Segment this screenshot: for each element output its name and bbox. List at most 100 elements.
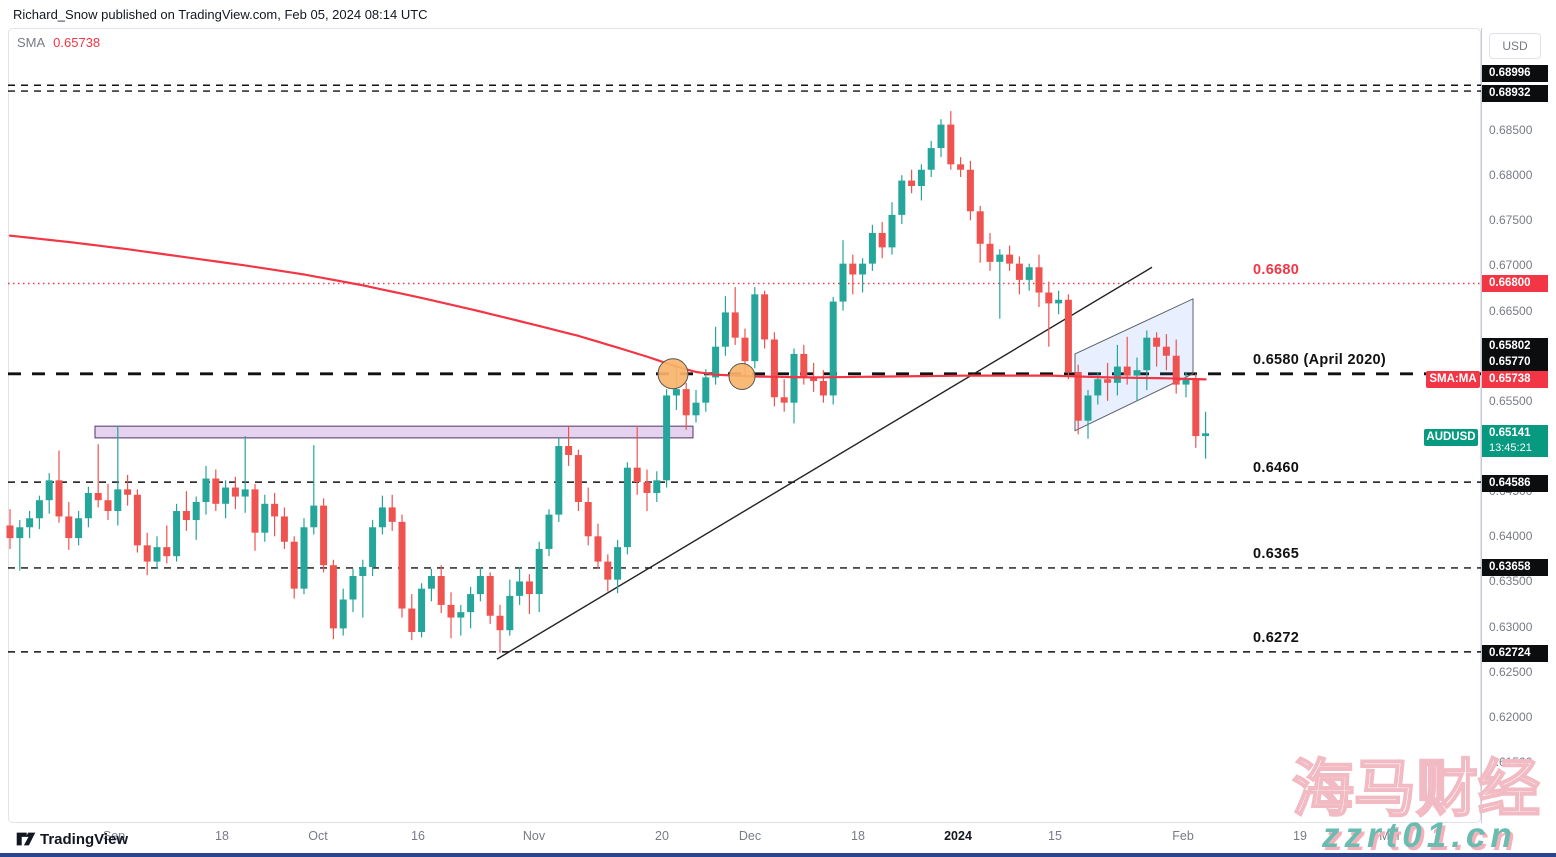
time-tick-Nov: Nov [522,829,546,843]
candle-body [153,547,161,562]
candle-body [731,312,739,338]
candle-body [937,124,945,149]
candle-body [290,541,298,589]
candle-body [241,489,249,497]
time-tick-Feb: Feb [1172,829,1194,843]
candle-body [437,576,445,605]
candle-body [712,346,720,378]
candle-body [55,480,63,517]
candle-body [986,243,994,262]
candle-body [1055,299,1063,304]
candle-body [770,339,778,398]
currency-toggle-button[interactable]: USD [1489,33,1541,59]
candle-body [202,478,210,502]
candle-body [574,455,582,502]
candle-body [349,576,357,600]
published-byline: Richard_Snow published on TradingView.co… [13,7,428,22]
candle-body [320,505,328,566]
candle-body [604,561,612,580]
sma-line [8,234,1207,381]
indicator-value: 0.65738 [53,35,101,50]
time-tick-Mar: Mar [1379,829,1401,843]
time-tick-Dec: Dec [738,829,762,843]
candle-body [251,489,259,533]
candle-body [800,353,808,378]
candle-body [104,500,112,512]
candle-body [45,480,53,501]
candle-body [388,507,396,522]
candle-body [545,514,553,549]
candle-body [682,389,690,416]
candle-body [133,494,141,546]
candle-body [359,566,367,577]
candle-body [1074,371,1082,421]
time-axis[interactable]: Sep 18 Oct 16 Nov 20 Dec 18 2024 15 Feb 19 Mar [0,823,1556,853]
candle-body [1143,337,1151,371]
candle-body [1113,366,1121,383]
time-tick-2024: 2024 [944,829,972,843]
candle-body [212,478,220,504]
candle-body [819,381,827,396]
candle-body [516,581,524,596]
candle-body [1035,267,1043,293]
candle-body [829,301,837,396]
time-tick-16: 16 [411,829,425,843]
candle-body [369,527,377,567]
candle-body [692,402,700,416]
candle-body [1202,433,1210,437]
candle-body [496,615,504,631]
watermark-site-url: zzrt01.cn [1322,816,1517,855]
time-tick-Oct: Oct [308,829,328,843]
candle-body [173,511,181,557]
candle-body [378,507,386,528]
candle-body [418,588,426,633]
candle-body [839,263,847,302]
candle-body [222,487,230,504]
candle-body [16,527,24,539]
candle-body [1192,379,1200,437]
candle-body [339,599,347,629]
candle-body [84,492,92,519]
candle-body [790,353,798,403]
candle-body [614,547,622,580]
candle-body [623,467,631,548]
candle-body [6,525,14,539]
candle-body [1182,379,1190,385]
candle-body [408,608,416,633]
highlight-circle [657,358,689,390]
candle-body [231,487,239,497]
candle-body [957,164,965,170]
candle-body [849,263,857,275]
candle-body [124,489,132,495]
candle-body [643,482,651,493]
candle-body [1094,379,1102,396]
candle-body [143,545,151,562]
candle-body [898,180,906,215]
candle-body [966,169,974,212]
candle-body [1045,292,1053,304]
indicator-legend[interactable]: SMA 0.65738 [17,35,100,50]
candle-body [868,232,876,264]
candle-body [1172,355,1180,385]
candle-body [1133,370,1141,376]
candle-body [1104,379,1112,383]
candle-body [917,169,925,186]
candle-body [114,489,122,512]
candle-body [1006,254,1014,264]
tradingview-brand-text[interactable]: TradingView [40,831,129,848]
candle-body [94,492,102,501]
candle-body [996,254,1004,262]
candle-body [741,337,749,362]
candle-body [280,516,288,542]
candle-body [555,446,563,515]
candle-body [525,581,533,595]
candle-body [1064,299,1072,372]
tradingview-logo-icon[interactable] [16,831,36,847]
candle-body [751,294,759,362]
candle-body [1153,337,1161,347]
time-tick-Sep: Sep [102,829,126,843]
indicator-name: SMA [17,35,46,50]
candle-body [594,536,602,562]
